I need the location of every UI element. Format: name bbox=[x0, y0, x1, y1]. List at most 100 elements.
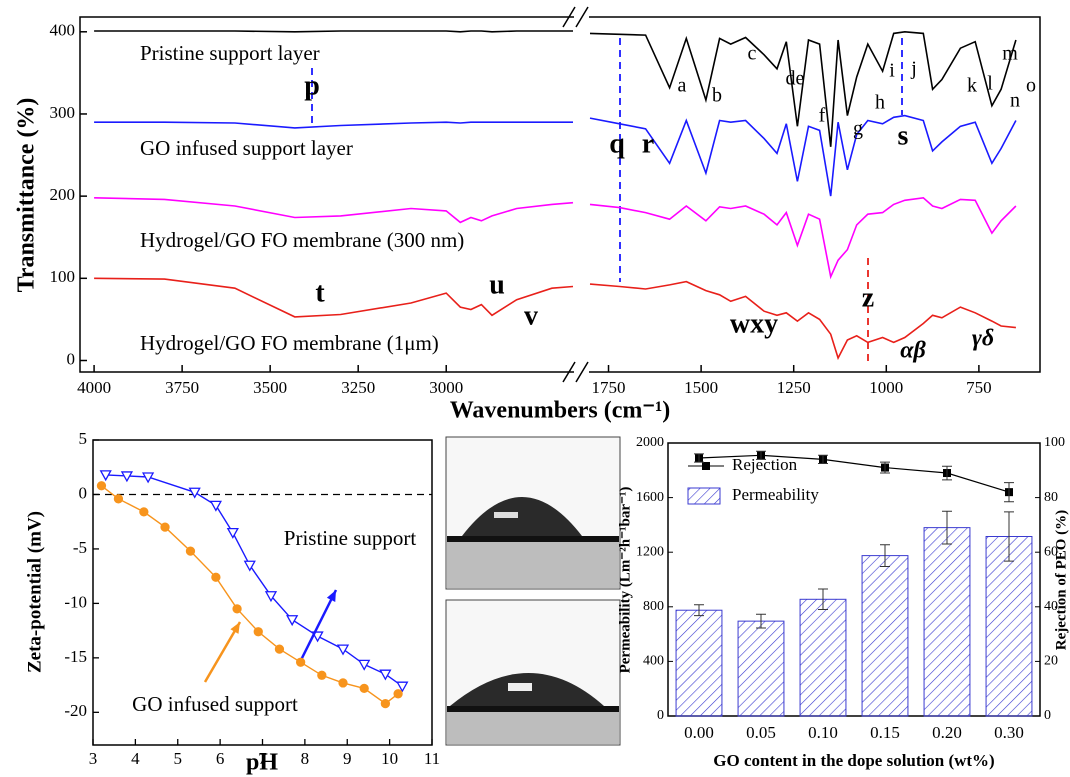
y2-tick-label: 60 bbox=[1044, 544, 1058, 559]
error-bar bbox=[756, 613, 766, 629]
x-tick-label: 750 bbox=[966, 378, 992, 397]
bar bbox=[675, 609, 723, 717]
rejection-line bbox=[698, 454, 1010, 493]
x-axis-label: GO content in the dope solution (wt%) bbox=[713, 751, 994, 770]
peak-annotation: g bbox=[853, 118, 863, 140]
y-tick-label: -10 bbox=[64, 592, 87, 611]
y2-tick-label: 0 bbox=[1044, 708, 1051, 723]
x-tick-label: 10 bbox=[381, 749, 398, 768]
error-bar bbox=[942, 510, 952, 545]
x-tick-label: 4 bbox=[131, 749, 140, 768]
peak-annotation: s bbox=[898, 120, 909, 151]
axis-break-gap bbox=[574, 5, 589, 380]
bar bbox=[737, 620, 785, 717]
y-tick-label: 1600 bbox=[636, 490, 664, 505]
spectrum-line bbox=[94, 114, 1017, 197]
x-tick-label: 0.05 bbox=[746, 723, 776, 742]
series-label: Pristine support layer bbox=[140, 41, 320, 65]
arrow-head bbox=[326, 590, 336, 602]
x-tick-label: 8 bbox=[301, 749, 310, 768]
y-tick-label: 400 bbox=[643, 654, 664, 669]
x-tick-label: 11 bbox=[424, 749, 440, 768]
error-bar bbox=[880, 544, 890, 568]
y-tick-label: -20 bbox=[64, 701, 87, 720]
contact-angle-photo-2 bbox=[445, 599, 621, 746]
peak-annotation: de bbox=[786, 68, 805, 90]
x-tick-label: 1750 bbox=[592, 378, 626, 397]
ftir-frame bbox=[79, 16, 1041, 373]
peak-annotation: c bbox=[748, 43, 757, 65]
y-tick-label: 300 bbox=[50, 103, 76, 122]
arrow-head bbox=[230, 622, 240, 634]
x-tick-label: 1000 bbox=[869, 378, 903, 397]
peak-annotation: i bbox=[889, 60, 895, 82]
error-bar bbox=[1004, 482, 1014, 503]
x-axis-label: pH bbox=[246, 750, 278, 776]
x-tick-label: 3 bbox=[89, 749, 98, 768]
point bbox=[209, 500, 222, 512]
y-tick-label: 0 bbox=[79, 483, 88, 502]
peak-annotation: t bbox=[315, 277, 325, 308]
x-tick-label: 0.10 bbox=[808, 723, 838, 742]
y-tick-label: 200 bbox=[50, 185, 76, 204]
bar bbox=[923, 527, 971, 717]
peak-annotation: m bbox=[1002, 43, 1018, 65]
peak-annotation: wxy bbox=[730, 308, 778, 339]
point bbox=[96, 481, 107, 491]
point bbox=[336, 644, 350, 656]
x-tick-label: 1250 bbox=[777, 378, 811, 397]
legend-swatch bbox=[687, 487, 721, 505]
zeta-line bbox=[105, 474, 403, 687]
spectrum-line bbox=[94, 277, 1016, 361]
error-bar bbox=[694, 453, 704, 463]
legend-label: Rejection bbox=[732, 455, 798, 474]
error-bar bbox=[756, 450, 766, 460]
peak-annotation: b bbox=[712, 85, 722, 107]
peak-annotation: z bbox=[862, 282, 874, 313]
x-tick-label: 0.00 bbox=[684, 723, 714, 742]
y-axis-label: Zeta-potential (mV) bbox=[24, 511, 45, 673]
spectrum-line bbox=[94, 196, 1017, 280]
series-label: Hydrogel/GO FO membrane (300 nm) bbox=[140, 228, 464, 252]
peak-annotation: r bbox=[642, 128, 654, 159]
spectrum-line bbox=[94, 30, 1017, 147]
break-marks bbox=[562, 6, 589, 383]
point bbox=[396, 681, 409, 693]
legend-label: Permeability bbox=[732, 485, 819, 504]
x-tick-label: 3750 bbox=[165, 378, 199, 397]
y-tick-label: 400 bbox=[50, 21, 76, 40]
point bbox=[113, 494, 124, 504]
peak-annotation: n bbox=[1010, 90, 1020, 112]
peak-annotation: u bbox=[489, 269, 505, 300]
point bbox=[286, 615, 299, 627]
x-tick-label: 1500 bbox=[684, 378, 718, 397]
point bbox=[139, 507, 149, 517]
peak-annotation: f bbox=[819, 105, 826, 127]
point bbox=[380, 698, 391, 709]
point bbox=[211, 572, 221, 582]
zeta-line bbox=[101, 485, 399, 705]
peak-annotation: l bbox=[987, 73, 993, 95]
error-bar bbox=[942, 465, 952, 481]
y-axis-label: Permeability (Lm⁻²h⁻¹bar⁻¹) bbox=[617, 487, 633, 674]
point bbox=[232, 604, 242, 614]
x-tick-label: 7 bbox=[258, 749, 267, 768]
bar bbox=[985, 536, 1033, 717]
error-bar bbox=[694, 604, 704, 617]
x-tick-label: 6 bbox=[216, 749, 225, 768]
x-tick-label: 9 bbox=[343, 749, 352, 768]
x-axis-label: Wavenumbers (cm⁻¹) bbox=[450, 398, 671, 424]
legend-marker bbox=[702, 462, 710, 470]
label-arrow bbox=[203, 621, 242, 683]
peak-annotation: αβ bbox=[900, 338, 926, 364]
point bbox=[264, 591, 278, 603]
error-bar bbox=[818, 588, 828, 611]
error-bar bbox=[818, 454, 828, 464]
point bbox=[226, 527, 239, 539]
y2-tick-label: 20 bbox=[1044, 654, 1058, 669]
point bbox=[185, 546, 196, 556]
x-tick-label: 0.15 bbox=[870, 723, 900, 742]
point bbox=[99, 470, 112, 482]
bar bbox=[861, 555, 909, 717]
